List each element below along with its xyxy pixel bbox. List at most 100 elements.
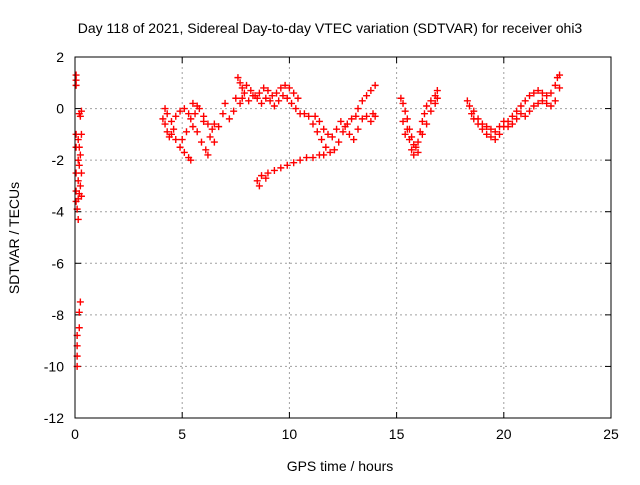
data-point	[262, 94, 270, 102]
data-point	[354, 105, 362, 113]
data-point	[206, 133, 214, 141]
data-point	[363, 112, 371, 120]
data-point	[75, 161, 83, 169]
data-point	[191, 110, 199, 118]
data-point	[526, 107, 534, 115]
data-point	[77, 130, 85, 138]
data-point	[292, 105, 300, 113]
data-point	[418, 130, 426, 138]
data-point	[410, 151, 418, 159]
y-tick-label: -4	[52, 204, 65, 220]
data-point	[255, 182, 263, 190]
data-point	[176, 143, 184, 151]
data-point	[414, 148, 422, 156]
data-point	[556, 71, 564, 79]
data-point	[240, 89, 248, 97]
data-point	[75, 308, 83, 316]
chart-title: Day 118 of 2021, Sidereal Day-to-day VTE…	[78, 20, 583, 36]
data-point	[496, 123, 504, 131]
y-tick-label: -2	[52, 152, 65, 168]
data-point	[238, 84, 246, 92]
data-point	[401, 107, 409, 115]
plot-frame	[74, 56, 612, 419]
data-point	[273, 89, 281, 97]
data-point	[309, 154, 317, 162]
data-point	[75, 143, 83, 151]
data-point	[478, 120, 486, 128]
data-point	[258, 172, 266, 180]
data-point	[230, 107, 238, 115]
data-points	[72, 71, 564, 370]
data-point	[423, 120, 431, 128]
data-point	[508, 112, 516, 120]
data-point	[318, 136, 326, 144]
data-point	[335, 138, 343, 146]
data-point	[339, 128, 347, 136]
data-point	[333, 125, 341, 133]
data-point	[75, 324, 83, 332]
data-point	[264, 169, 272, 177]
data-point	[350, 136, 358, 144]
data-point	[268, 92, 276, 100]
data-point	[204, 120, 212, 128]
data-point	[210, 120, 218, 128]
data-point	[172, 112, 180, 120]
data-point	[187, 156, 195, 164]
data-point	[330, 146, 338, 154]
data-point	[77, 169, 85, 177]
data-point	[352, 112, 360, 120]
data-point	[547, 89, 555, 97]
data-point	[187, 115, 195, 123]
data-point	[341, 123, 349, 131]
data-point	[189, 99, 197, 107]
y-tick-label: -6	[52, 255, 65, 271]
data-point	[538, 89, 546, 97]
data-point	[76, 112, 84, 120]
data-point	[277, 164, 285, 172]
data-point	[414, 138, 422, 146]
data-point	[412, 143, 420, 151]
data-point	[328, 133, 336, 141]
data-point	[288, 99, 296, 107]
data-point	[294, 94, 302, 102]
data-point	[163, 110, 171, 118]
x-tick-label: 20	[496, 426, 512, 442]
data-point	[76, 182, 84, 190]
data-point	[487, 125, 495, 133]
data-point	[249, 92, 257, 100]
data-point	[275, 97, 283, 105]
data-point	[408, 146, 416, 154]
data-point	[76, 298, 84, 306]
data-point	[470, 107, 478, 115]
data-point	[427, 107, 435, 115]
data-point	[253, 177, 261, 185]
data-point	[225, 115, 233, 123]
data-point	[215, 123, 223, 131]
data-point	[399, 117, 407, 125]
data-point	[543, 99, 551, 107]
data-point	[309, 120, 317, 128]
data-point	[178, 136, 186, 144]
data-point	[167, 117, 175, 125]
data-point	[337, 117, 345, 125]
data-point	[283, 161, 291, 169]
data-point	[538, 97, 546, 105]
data-point	[496, 130, 504, 138]
data-point	[300, 110, 308, 118]
data-point	[534, 99, 542, 107]
y-tick-label: -12	[44, 410, 64, 426]
data-point	[74, 215, 82, 223]
data-point	[170, 125, 178, 133]
data-point	[474, 115, 482, 123]
y-tick-label: 0	[56, 101, 64, 117]
data-point	[77, 107, 85, 115]
data-point	[487, 133, 495, 141]
data-point	[255, 89, 263, 97]
data-point	[433, 94, 441, 102]
data-point	[176, 107, 184, 115]
data-point	[423, 102, 431, 110]
data-point	[270, 166, 278, 174]
data-point	[76, 151, 84, 159]
x-tick-label: 25	[603, 426, 619, 442]
